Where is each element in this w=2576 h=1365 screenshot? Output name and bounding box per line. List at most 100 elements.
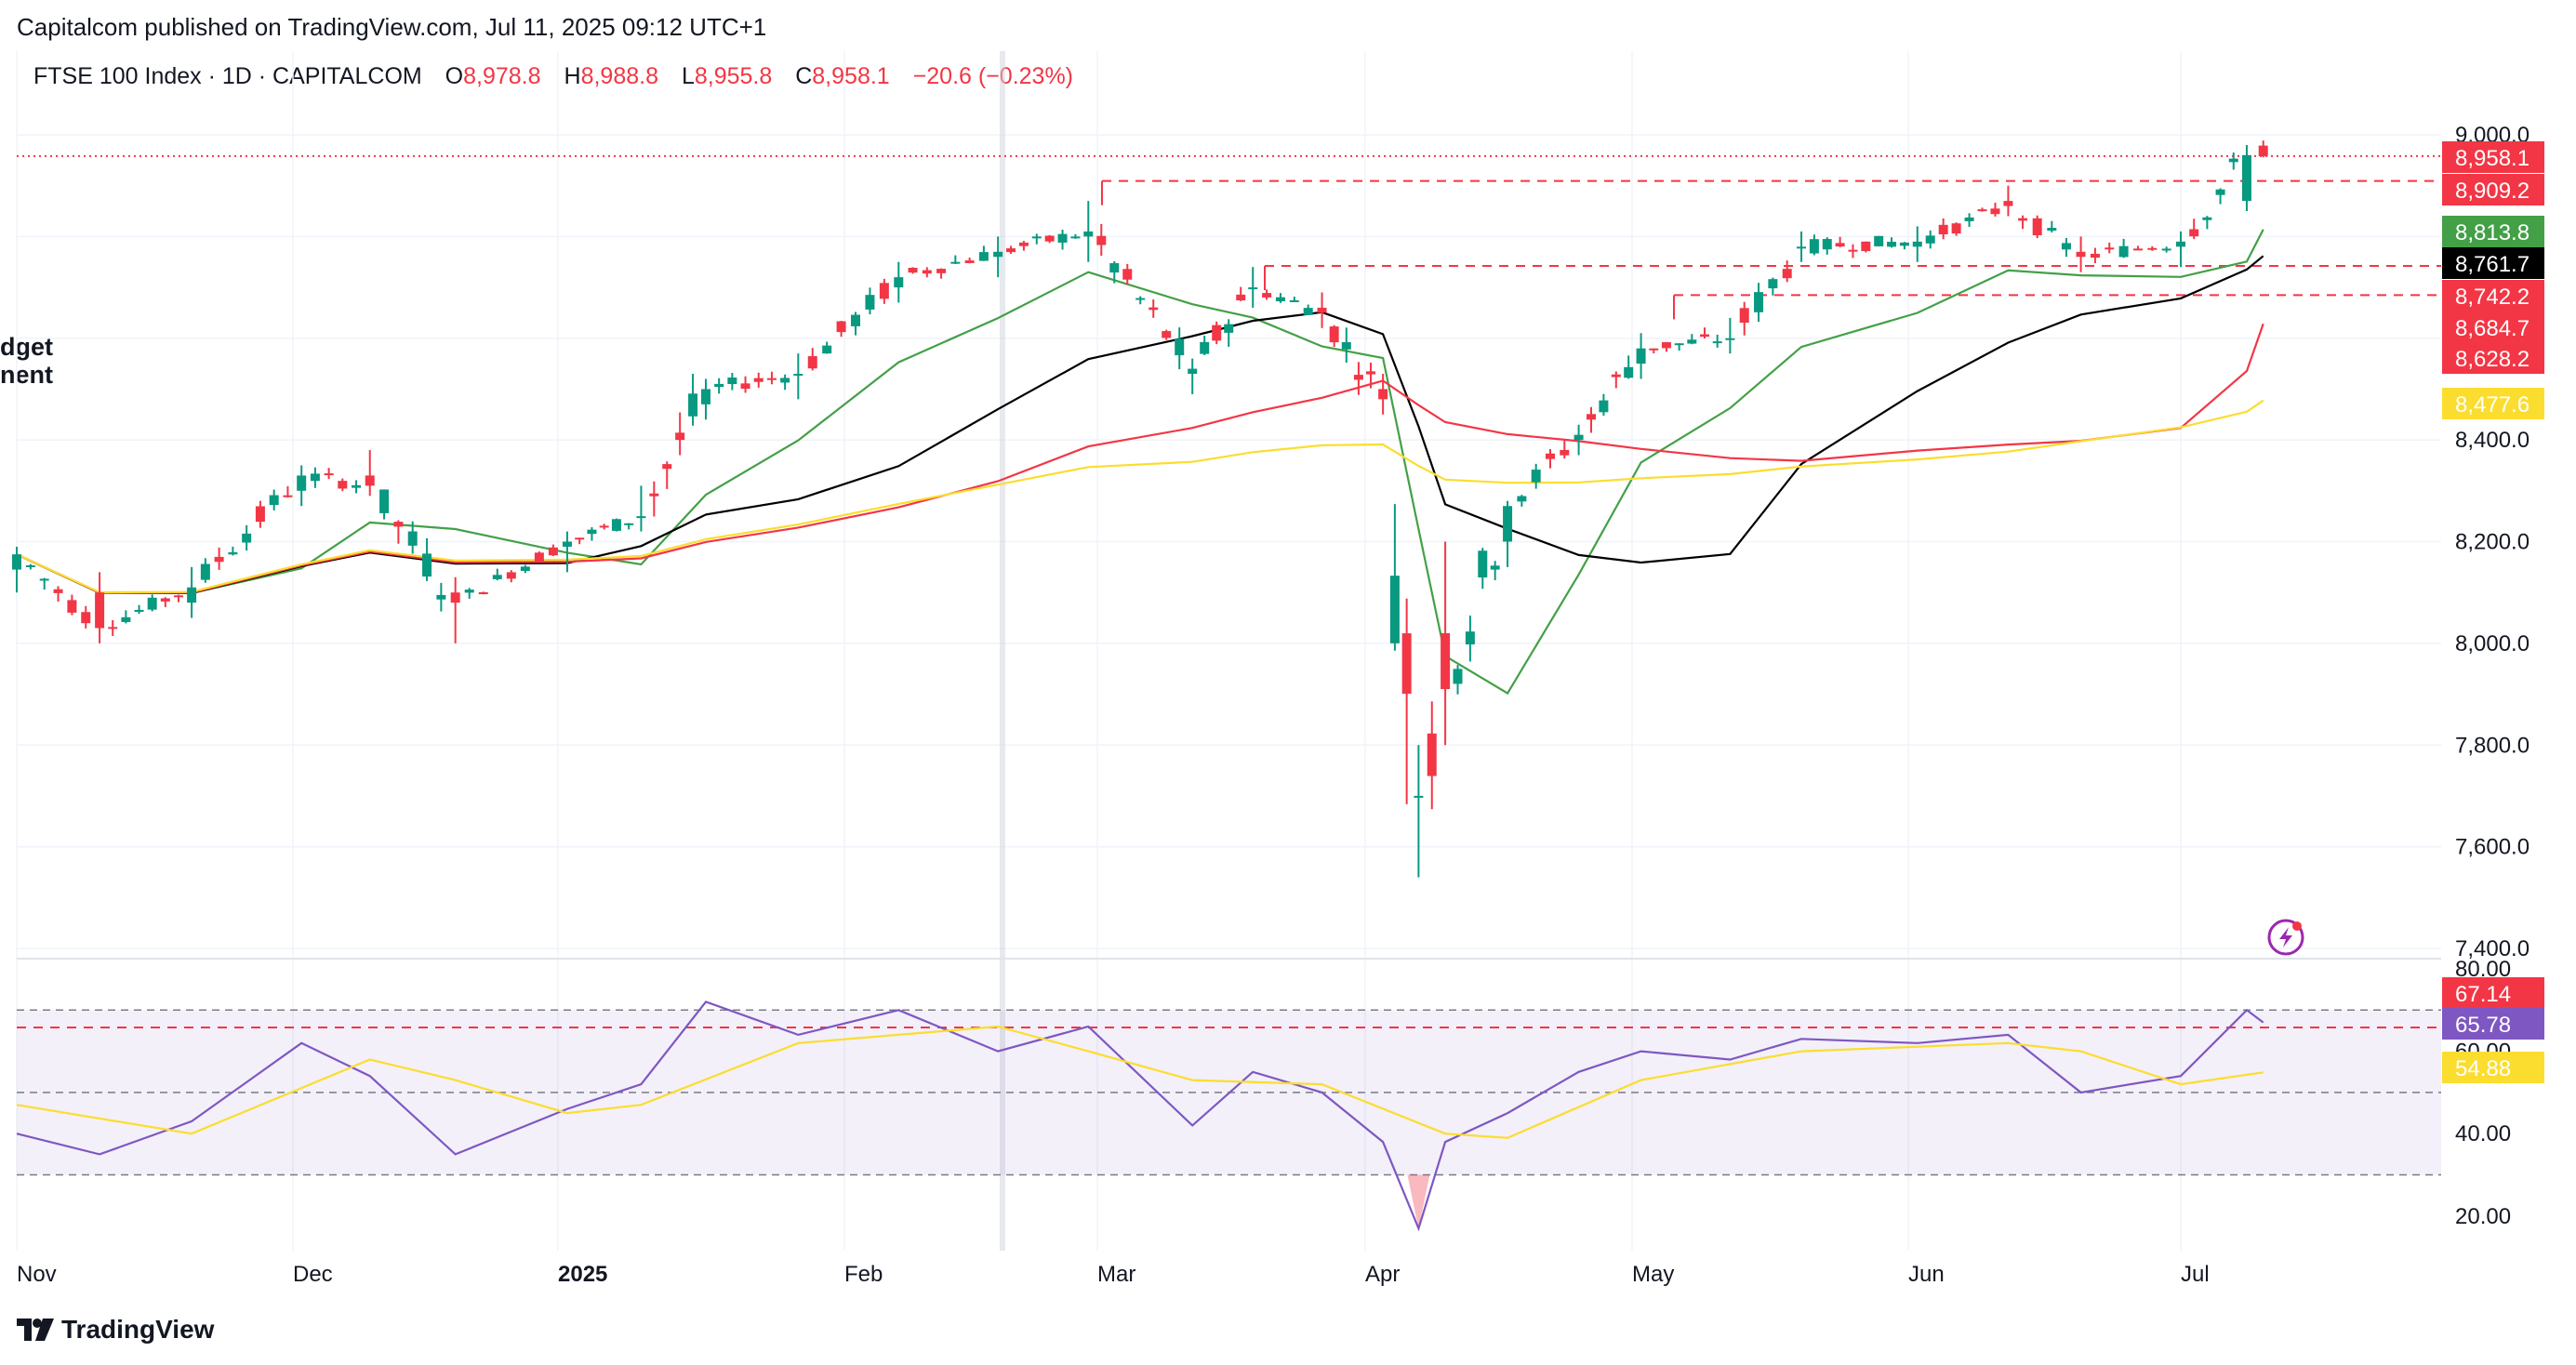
candle-body — [121, 616, 131, 622]
legend-high: 8,988.8 — [580, 63, 658, 89]
candle-body — [81, 612, 91, 624]
level-badge — [2442, 174, 2544, 205]
candle-body — [450, 592, 460, 603]
candle-body — [1389, 576, 1400, 643]
candle-body — [2118, 245, 2129, 258]
legend-change: −20.6 (−0.23%) — [912, 63, 1073, 89]
candle-body — [700, 389, 710, 404]
candle-body — [338, 481, 348, 489]
ma50-badge-label: 8,761.7 — [2455, 252, 2530, 277]
clipped-label-line2: nent — [0, 361, 53, 389]
candle-body — [851, 314, 861, 326]
price-tick: 7,800.0 — [2455, 733, 2530, 758]
publisher-header: Capitalcom published on TradingView.com,… — [17, 13, 767, 41]
candle-body — [766, 378, 777, 380]
candle-body — [1531, 470, 1541, 483]
candle-body — [492, 575, 502, 579]
candle-body — [611, 519, 621, 531]
candle-body — [534, 552, 544, 563]
candle-body — [147, 597, 157, 610]
candle-body — [478, 591, 488, 595]
candle-body — [978, 252, 989, 261]
flash-icon[interactable] — [2267, 919, 2304, 956]
candle-body — [649, 493, 659, 497]
candle-body — [310, 473, 320, 482]
candle-body — [587, 529, 597, 535]
price-tick: 8,000.0 — [2455, 631, 2530, 656]
tradingview-logo-icon — [17, 1319, 54, 1341]
candle-body — [12, 554, 21, 570]
ma20-badge-label: 8,813.8 — [2455, 220, 2530, 245]
legend-low: 8,955.8 — [694, 63, 773, 89]
candle-body — [1366, 371, 1376, 375]
candle-body — [793, 374, 803, 377]
candle-body — [1674, 343, 1684, 346]
legend-c-label: C — [795, 63, 813, 89]
candle-body — [242, 533, 252, 543]
candle-body — [1573, 434, 1584, 441]
candle-body — [624, 523, 634, 525]
candle-body — [993, 251, 1003, 258]
candle-body — [2258, 145, 2268, 156]
candle-body — [1427, 733, 1437, 776]
candle-body — [780, 378, 790, 383]
candle-body — [324, 473, 334, 476]
moving-averages — [16, 229, 2264, 696]
time-tick: Apr — [1365, 1262, 1400, 1287]
candle-body — [365, 475, 375, 486]
candle-body — [662, 464, 672, 470]
price-tick: 8,400.0 — [2455, 428, 2530, 453]
candle-body — [1661, 342, 1671, 349]
candle-body — [1649, 348, 1659, 351]
candle-body — [2228, 158, 2238, 163]
candle-body — [173, 595, 183, 598]
candle-body — [636, 516, 646, 519]
candle-body — [1797, 246, 1807, 249]
price-tick: 7,400.0 — [2455, 936, 2530, 961]
level-badge-label: 8,684.7 — [2455, 316, 2530, 341]
candle-body — [1478, 550, 1488, 578]
candle-body — [67, 600, 77, 613]
candle-body — [1611, 374, 1621, 378]
tradingview-logo[interactable]: TradingView — [17, 1315, 214, 1345]
candle-body — [1224, 324, 1234, 333]
rsi-signal-badge — [2442, 1052, 2544, 1083]
candle-body — [422, 553, 432, 577]
candle-body — [228, 551, 238, 555]
candle-body — [1353, 375, 1363, 380]
ma100-badge-label: 8,628.2 — [2455, 347, 2530, 372]
candle-body — [134, 609, 144, 612]
legend-l-label: L — [681, 63, 695, 89]
time-tick: Jun — [1908, 1262, 1945, 1287]
candle-body — [2032, 218, 2042, 236]
candle-body — [1545, 453, 1555, 459]
candle-body — [2241, 154, 2251, 202]
candle-body — [464, 590, 474, 593]
candle-body — [2076, 251, 2086, 258]
moving-average-line — [16, 323, 2264, 594]
rsi-tick: 40.00 — [2455, 1121, 2511, 1146]
candle-body — [1887, 242, 1897, 247]
candle-body — [1899, 242, 1909, 246]
candle-body — [1687, 339, 1697, 344]
candle-body — [879, 283, 889, 299]
price-badges: 8,958.1 8,909.2 8,813.8 8,761.7 8,742.2 8,684… — [2442, 141, 2544, 1083]
time-axis[interactable]: Nov Dec 2025 Feb Mar Apr May Jun Jul — [17, 1262, 2210, 1287]
candle-body — [2147, 247, 2158, 250]
rsi-last-badge — [2442, 977, 2544, 1009]
time-tick: Feb — [844, 1262, 883, 1287]
candle-body — [1465, 631, 1475, 645]
candle-body — [200, 563, 210, 580]
candle-body — [807, 356, 817, 369]
candle-body — [836, 321, 846, 333]
candle-body — [1248, 287, 1258, 290]
candles — [12, 140, 2268, 878]
candle-body — [1964, 217, 1974, 221]
rsi-oversold-fill — [1407, 1174, 1430, 1229]
candle-body — [160, 598, 170, 602]
candle-body — [675, 432, 685, 441]
time-tick: Mar — [1097, 1262, 1135, 1287]
candle-body — [2161, 248, 2171, 251]
candle-body — [1441, 632, 1451, 690]
